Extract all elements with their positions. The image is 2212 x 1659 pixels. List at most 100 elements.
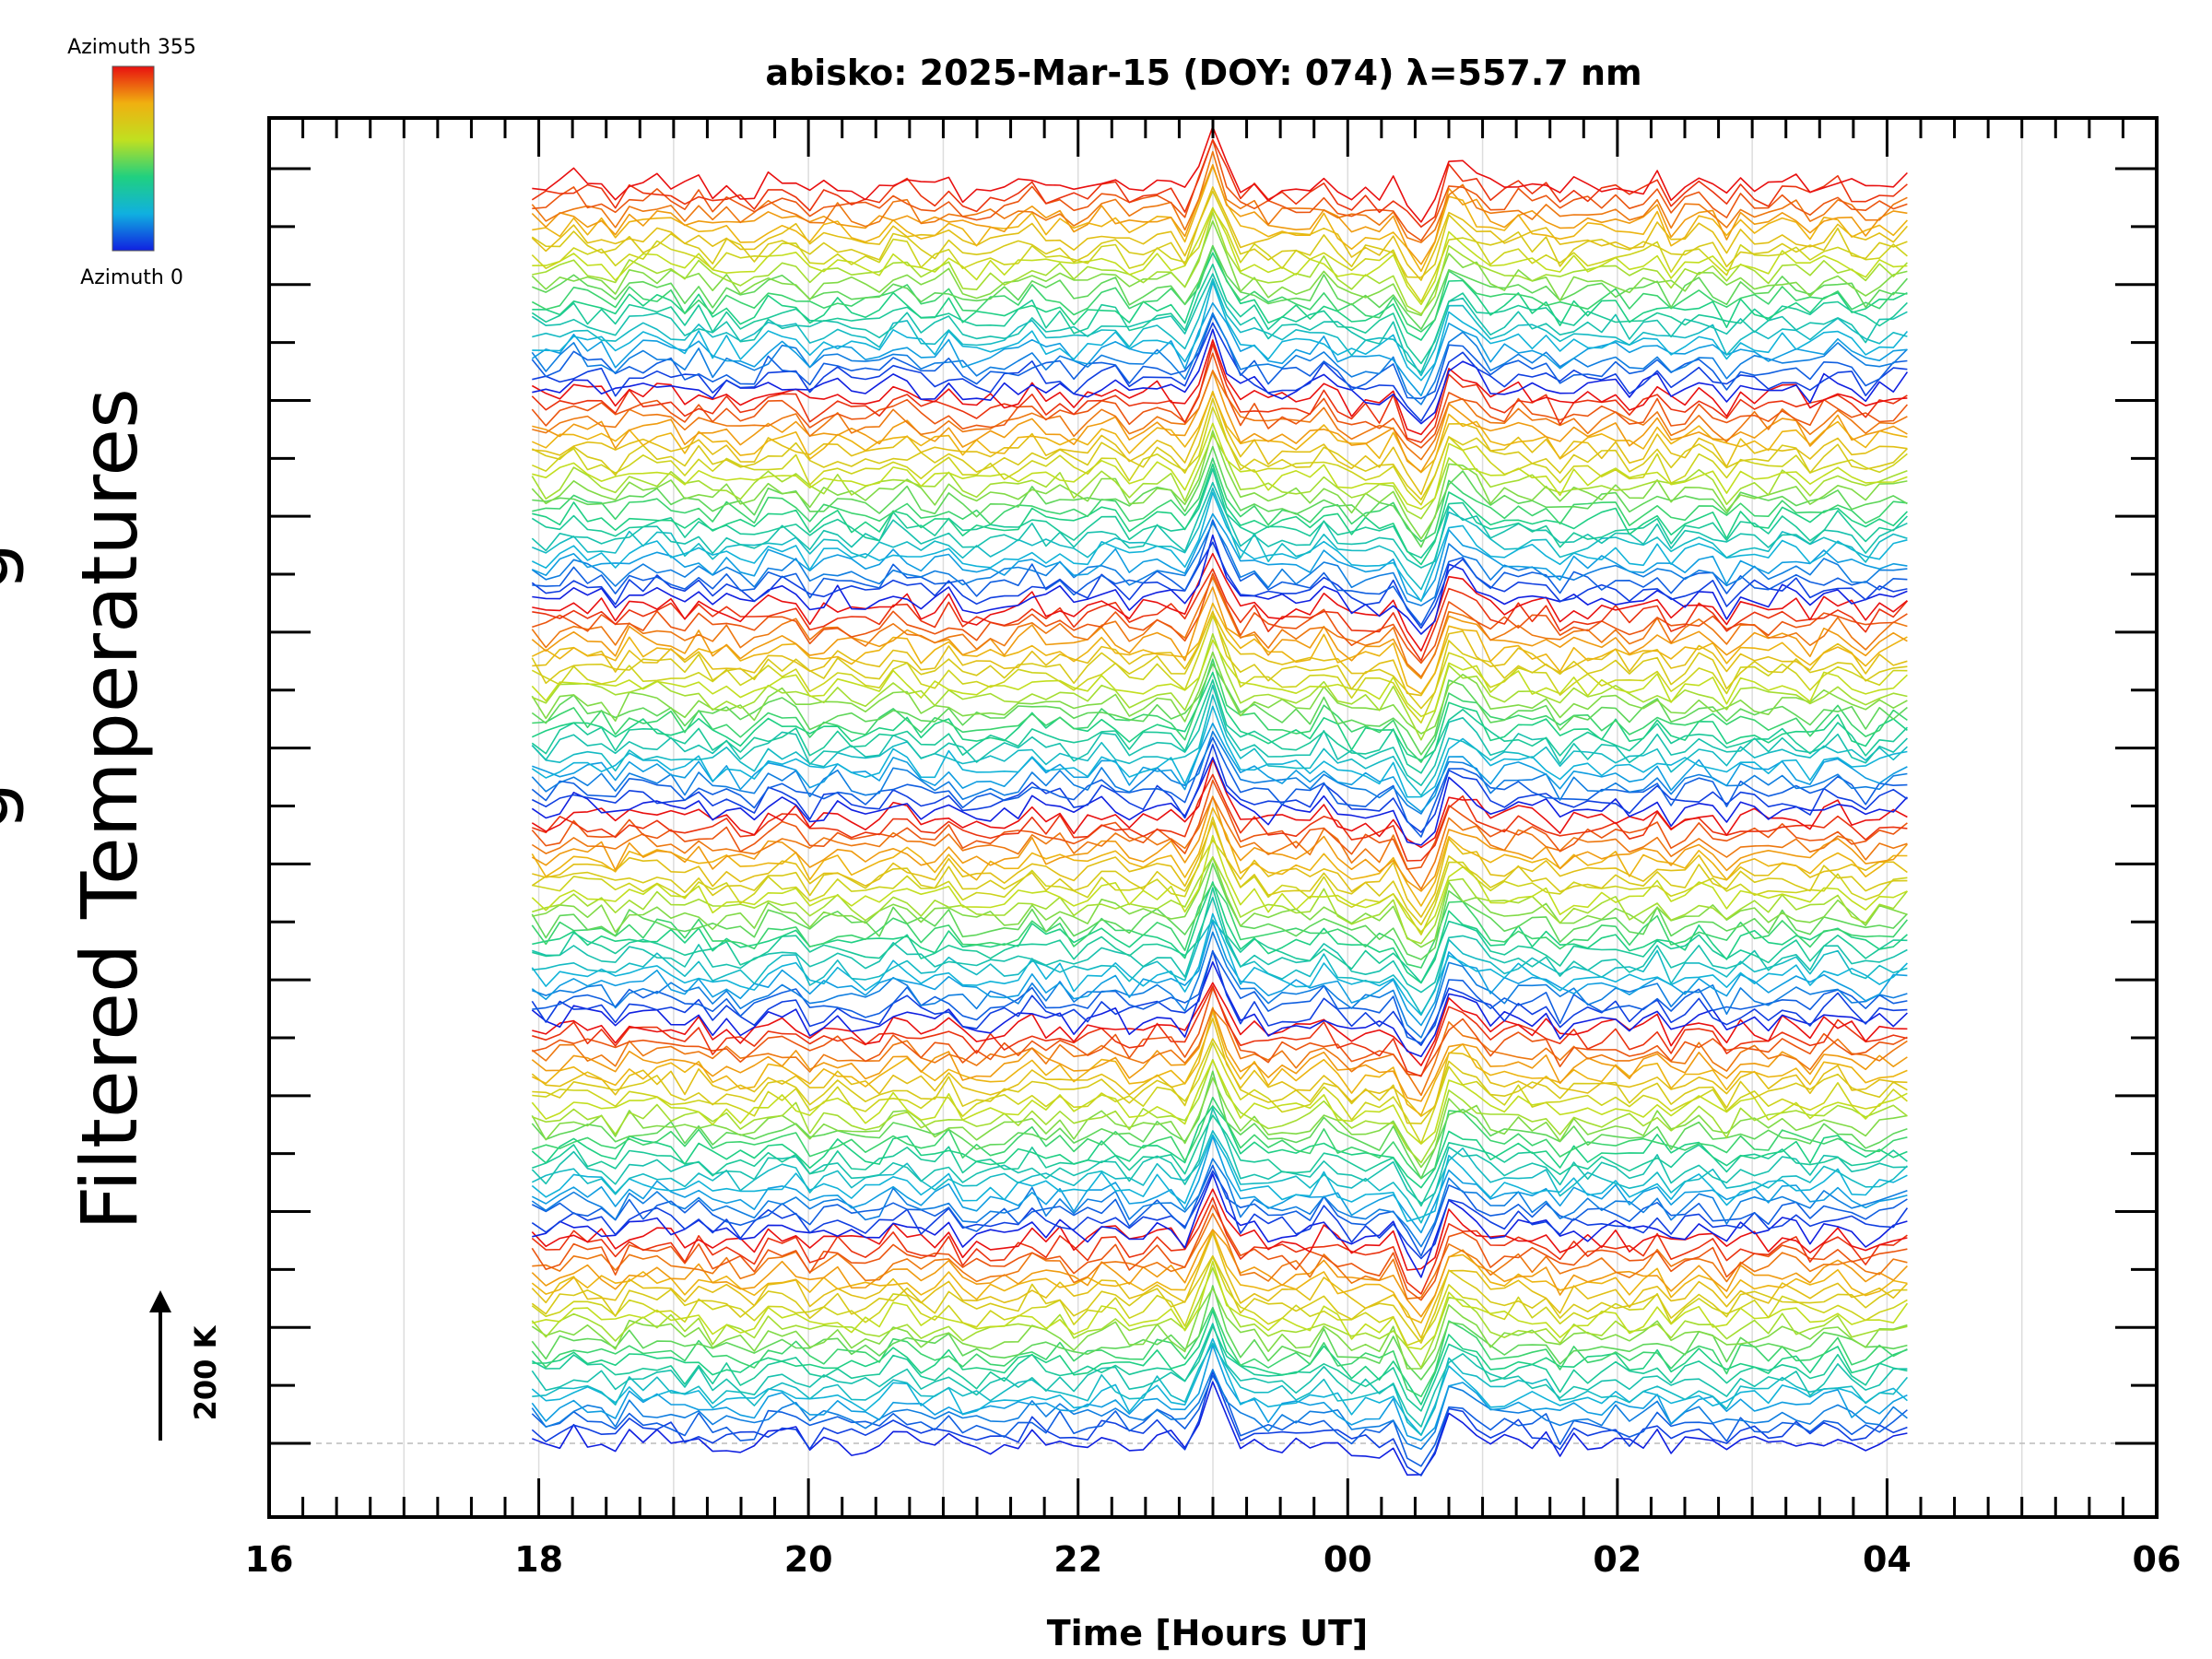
colorbar-top-label: Azimuth 355 (67, 36, 196, 59)
series-line (531, 186, 1909, 281)
series-line (531, 190, 1908, 278)
series-line (532, 723, 1908, 813)
x-tick-label: 16 (245, 1539, 294, 1580)
series-line (531, 806, 1908, 907)
series-line (531, 220, 1908, 317)
series-line (531, 651, 1908, 735)
series-line (532, 328, 1909, 425)
series-line (531, 1188, 1908, 1271)
series-line (531, 312, 1908, 406)
series-line (531, 1230, 1908, 1324)
series-line (531, 610, 1908, 710)
series-line (531, 1130, 1908, 1224)
x-tick-label: 22 (1053, 1539, 1102, 1580)
series-line (531, 1371, 1908, 1477)
series-line (531, 961, 1908, 1058)
series-line (531, 684, 1908, 787)
series-line (532, 463, 1908, 566)
series-line (532, 568, 1909, 662)
x-tick-label: 04 (1863, 1539, 1912, 1580)
x-tick-labels: 16 18 20 22 00 02 04 06 (245, 1539, 2182, 1580)
series-line (531, 1006, 1908, 1102)
series-line (531, 758, 1908, 849)
series-line (531, 429, 1908, 540)
series-line (531, 1059, 1908, 1145)
series-line (531, 1018, 1908, 1117)
series-line (531, 1229, 1908, 1318)
series-line (531, 912, 1908, 1017)
colorbar (112, 65, 155, 252)
series-line (531, 863, 1908, 960)
series-line (531, 671, 1908, 761)
series-line (531, 1008, 1908, 1097)
series-line (532, 457, 1908, 543)
series-line (531, 1077, 1908, 1169)
series-line (531, 1158, 1908, 1248)
axes (267, 116, 2159, 1519)
series-line (531, 1344, 1908, 1441)
series-line (532, 1310, 1908, 1406)
series-line (531, 1254, 1908, 1344)
series-line (531, 795, 1908, 890)
series-line (532, 139, 1908, 241)
series-line (531, 779, 1908, 870)
series-line (531, 1374, 1908, 1467)
series-line (531, 1204, 1908, 1301)
series-line (531, 487, 1908, 591)
series-line (532, 322, 1908, 422)
series-line (531, 352, 1909, 449)
series-line (531, 602, 1908, 695)
series-line (532, 839, 1908, 935)
y-axis-label-clipped-glyph: g (0, 542, 26, 591)
x-tick-label: 20 (784, 1539, 833, 1580)
series-line (531, 263, 1908, 365)
series-line (532, 658, 1908, 763)
series-line (532, 572, 1908, 665)
x-tick-label: 02 (1593, 1539, 1641, 1580)
series-line (532, 422, 1908, 511)
y-axis-label: Filtered Temperatures (65, 388, 155, 1230)
series-line (532, 211, 1908, 315)
series-line (531, 1325, 1908, 1412)
series-line (531, 576, 1908, 678)
x-tick-label: 18 (514, 1539, 563, 1580)
series-line (532, 1041, 1908, 1145)
series-line (531, 433, 1908, 520)
series-line (531, 541, 1908, 629)
series-line (532, 1038, 1908, 1124)
chart-title: abisko: 2025-Mar-15 (DOY: 074) λ=557.7 n… (765, 53, 1641, 93)
series-line (531, 834, 1908, 934)
series-line (531, 1164, 1908, 1257)
series-line (532, 252, 1908, 341)
series-line (531, 245, 1908, 333)
series-line (531, 392, 1908, 474)
series-line (531, 1134, 1908, 1222)
series-line (531, 757, 1908, 846)
series-line (532, 1096, 1908, 1180)
series-line (532, 950, 1908, 1044)
series-line (532, 856, 1908, 948)
series-line (532, 881, 1908, 984)
series-line (531, 1323, 1908, 1428)
colorbar-bottom-label: Azimuth 0 (80, 266, 183, 289)
series-line (532, 1212, 1908, 1300)
series-line (531, 1255, 1908, 1347)
series-line (532, 125, 1908, 223)
series-line (531, 1010, 1908, 1116)
series-line (532, 277, 1908, 377)
series-line (531, 678, 1908, 774)
series-line (531, 467, 1908, 559)
series-line (531, 522, 1908, 606)
series-line (532, 1381, 1908, 1477)
series-line (531, 164, 1908, 265)
series-line (531, 273, 1908, 374)
series-line (532, 931, 1908, 1039)
series-line (532, 1342, 1909, 1436)
series-line (531, 1135, 1908, 1234)
series-line (531, 1288, 1908, 1370)
series-line (531, 150, 1908, 243)
series-line (531, 138, 1908, 228)
series-line (531, 1070, 1908, 1180)
series-line (531, 406, 1908, 506)
